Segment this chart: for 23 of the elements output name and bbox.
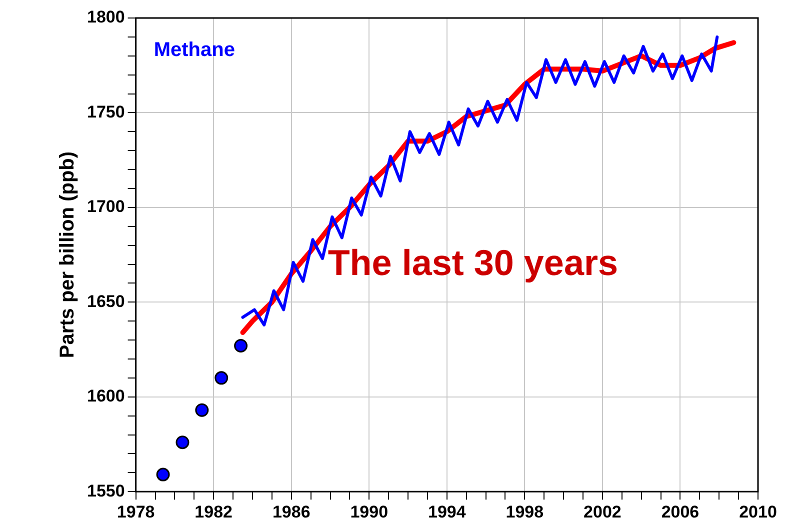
- point: [214, 371, 228, 385]
- y-tick-label: 1650: [86, 292, 125, 311]
- point: [156, 468, 170, 482]
- x-tick-label: 1982: [194, 502, 233, 522]
- x-tick-label: 1990: [350, 502, 388, 522]
- x-tick-label: 1978: [116, 502, 155, 522]
- x-tick-label: 2006: [661, 502, 700, 522]
- y-axis-title: Parts per billion (ppb): [56, 151, 79, 358]
- point: [195, 403, 209, 417]
- x-tick-label: 1998: [506, 502, 544, 522]
- x-tick-label: 1994: [428, 502, 466, 522]
- point: [234, 338, 248, 352]
- y-tick-label: 1750: [86, 102, 125, 122]
- y-tick-label: 1800: [86, 8, 125, 27]
- y-tick-label: 1700: [86, 197, 125, 216]
- point: [176, 436, 190, 450]
- x-tick-label: 2002: [584, 502, 622, 522]
- x-tick-label: 2010: [739, 502, 777, 522]
- y-tick-label: 1550: [86, 481, 125, 500]
- text: Methane: [154, 39, 235, 61]
- annotation: The last 30 years: [328, 242, 618, 283]
- x-tick-label: 1986: [272, 502, 310, 522]
- y-tick-label: 1600: [86, 386, 125, 406]
